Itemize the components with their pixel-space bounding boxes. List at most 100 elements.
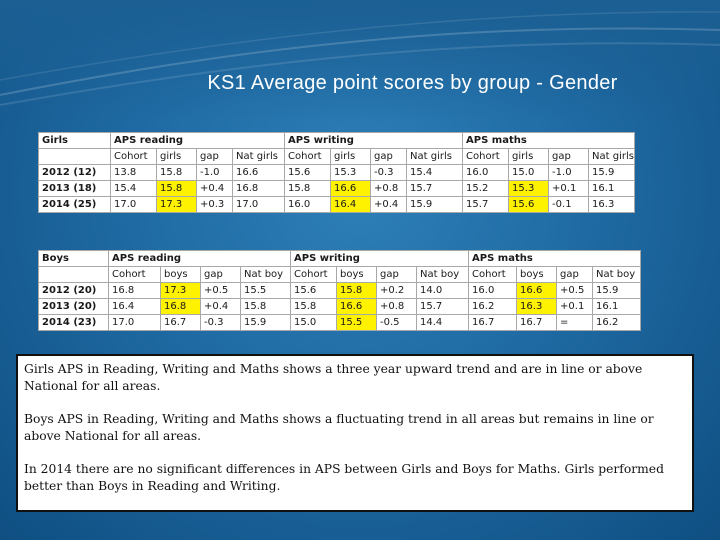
boys-col-header: Cohort: [108, 266, 161, 283]
summary-2014: In 2014 there are no significant differe…: [24, 462, 664, 493]
table-row: 2012 (12) 13.8 15.8 -1.0 16.6 15.6 15.3 …: [38, 164, 636, 181]
table-cell: 16.3: [588, 196, 636, 213]
table-cell: +0.8: [370, 180, 408, 197]
boys-col-header: Nat boy: [416, 266, 470, 283]
table-cell: 16.2: [592, 314, 642, 331]
table-cell: +0.1: [556, 298, 594, 315]
table-cell: 17.0: [110, 196, 157, 213]
table-cell: +0.5: [556, 282, 594, 299]
girls-aps-table: Girls APS reading APS writing APS maths …: [38, 132, 636, 213]
highlighted-cell: 16.6: [336, 298, 378, 315]
highlighted-cell: 15.6: [508, 196, 550, 213]
table-cell: -0.1: [548, 196, 590, 213]
table-cell: 15.8: [284, 180, 332, 197]
table-cell: -0.3: [200, 314, 241, 331]
highlighted-cell: 17.3: [160, 282, 201, 299]
highlighted-cell: 16.6: [330, 180, 372, 197]
table-cell: 15.0: [508, 164, 550, 181]
row-label: 2012 (12): [38, 164, 111, 181]
girls-reading-header: APS reading: [109, 132, 286, 149]
table-cell: +0.2: [376, 282, 418, 299]
boys-col-header: Nat boy: [592, 266, 642, 283]
table-cell: 15.7: [406, 180, 464, 197]
highlighted-cell: 15.5: [336, 314, 378, 331]
highlighted-cell: 16.3: [516, 298, 558, 315]
table-row: 2012 (20) 16.8 17.3 +0.5 15.5 15.6 15.8 …: [38, 282, 642, 299]
decorative-swoosh: [0, 11, 720, 106]
row-label: 2014 (25): [38, 196, 111, 213]
table-cell: 15.8: [156, 164, 197, 181]
slide-title: KS1 Average point scores by group - Gend…: [0, 72, 720, 95]
table-cell: 15.5: [239, 282, 292, 299]
table-cell: 16.8: [108, 282, 161, 299]
table-cell: 16.8: [231, 180, 286, 197]
boys-reading-header: APS reading: [107, 250, 292, 267]
table-cell: 16.1: [588, 180, 636, 197]
table-cell: +0.4: [196, 180, 233, 197]
table-cell: 15.2: [462, 180, 510, 197]
boys-col-header: gap: [556, 266, 594, 283]
slide-title-text: KS1 Average point scores by group - Gend…: [207, 72, 618, 94]
girls-col-header: Cohort: [284, 148, 332, 165]
slide-header-band: [0, 0, 720, 120]
boys-col-header: boys: [336, 266, 378, 283]
table-cell: 15.0: [290, 314, 338, 331]
boys-col-header: Cohort: [290, 266, 338, 283]
girls-table-label: Girls: [38, 132, 111, 149]
table-cell: 15.7: [416, 298, 470, 315]
table-cell: 15.4: [110, 180, 157, 197]
boys-col-header: gap: [200, 266, 241, 283]
girls-col-header: [38, 148, 111, 165]
table-cell: -1.0: [196, 164, 233, 181]
girls-col-header: Cohort: [462, 148, 510, 165]
table-cell: 17.0: [231, 196, 286, 213]
table-cell: 15.3: [330, 164, 372, 181]
table-cell: -0.5: [376, 314, 418, 331]
table-cell: +0.1: [548, 180, 590, 197]
boys-aps-table: Boys APS reading APS writing APS maths C…: [38, 250, 642, 331]
boys-col-header: gap: [376, 266, 418, 283]
table-cell: +0.4: [200, 298, 241, 315]
table-cell: 15.6: [290, 282, 338, 299]
table-cell: 15.9: [406, 196, 464, 213]
girls-writing-header: APS writing: [284, 132, 464, 149]
highlighted-cell: 17.3: [156, 196, 197, 213]
table-cell: 16.6: [231, 164, 286, 181]
table-cell: 15.8: [239, 298, 292, 315]
table-row: 2013 (18) 15.4 15.8 +0.4 16.8 15.8 16.6 …: [38, 180, 636, 197]
boys-col-header: Nat boy: [239, 266, 292, 283]
girls-col-header: gap: [548, 148, 590, 165]
table-cell: 16.0: [462, 164, 510, 181]
girls-col-header: gap: [370, 148, 408, 165]
table-cell: +0.8: [376, 298, 418, 315]
girls-col-header: Nat girls: [231, 148, 286, 165]
row-label: 2013 (20): [38, 298, 109, 315]
row-label: 2012 (20): [38, 282, 109, 299]
highlighted-cell: 16.8: [160, 298, 201, 315]
girls-maths-header: APS maths: [462, 132, 636, 149]
highlighted-cell: 15.8: [336, 282, 378, 299]
table-cell: 16.7: [516, 314, 558, 331]
table-cell: 15.8: [290, 298, 338, 315]
girls-col-header: girls: [508, 148, 550, 165]
table-cell: 16.0: [284, 196, 332, 213]
summary-boys: Boys APS in Reading, Writing and Maths s…: [24, 412, 654, 443]
table-cell: 17.0: [108, 314, 161, 331]
table-cell: 15.9: [592, 282, 642, 299]
table-cell: 14.4: [416, 314, 470, 331]
girls-col-header: Nat girls: [406, 148, 464, 165]
girls-col-header: girls: [156, 148, 197, 165]
highlighted-cell: 16.4: [330, 196, 372, 213]
highlighted-cell: 15.3: [508, 180, 550, 197]
table-cell: +0.3: [196, 196, 233, 213]
row-label: 2013 (18): [38, 180, 111, 197]
boys-table-label: Boys: [38, 250, 109, 267]
boys-col-header: boys: [516, 266, 558, 283]
table-cell: 14.0: [416, 282, 470, 299]
boys-maths-header: APS maths: [468, 250, 642, 267]
row-label: 2014 (23): [38, 314, 109, 331]
table-cell: -1.0: [548, 164, 590, 181]
table-cell: -0.3: [370, 164, 408, 181]
table-cell: =: [556, 314, 594, 331]
highlighted-cell: 15.8: [156, 180, 197, 197]
